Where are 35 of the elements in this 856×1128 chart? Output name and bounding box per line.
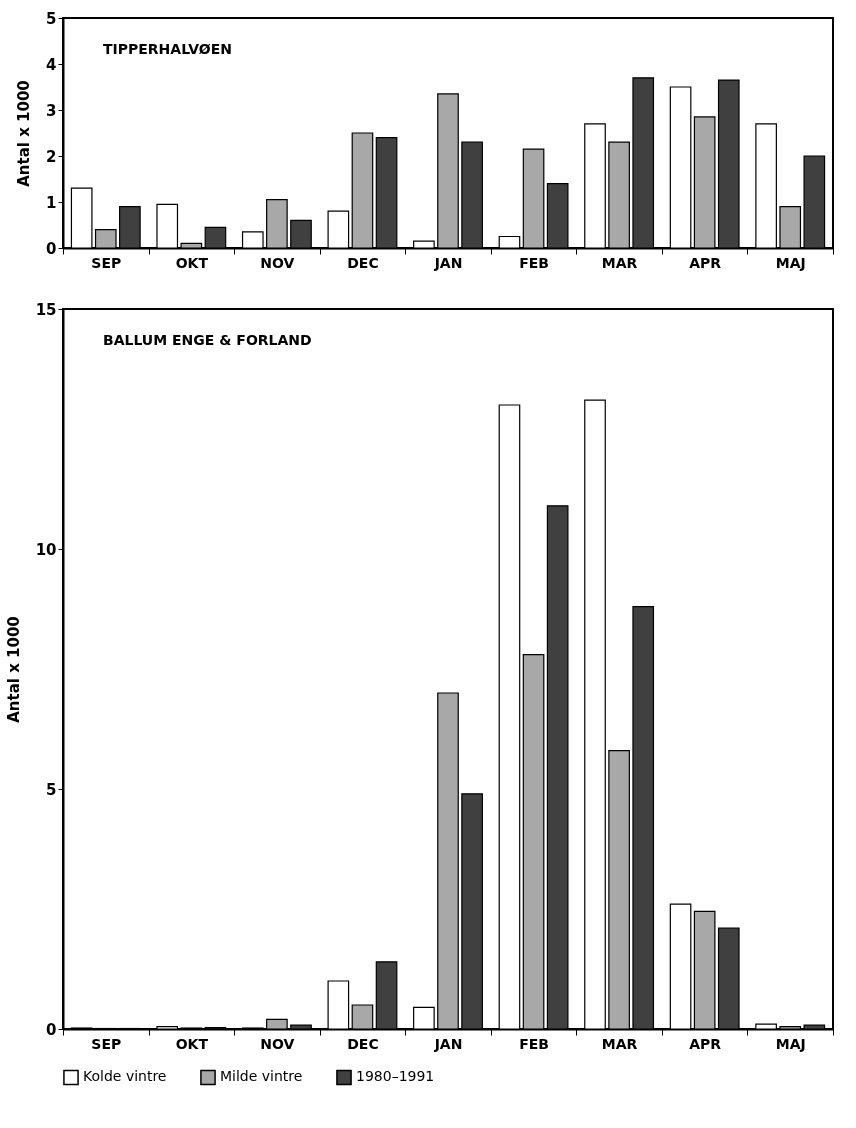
x-tick-label: OKT — [175, 1035, 209, 1052]
y-tick-label: 0 — [46, 239, 57, 258]
x-tick-label: MAR — [601, 1035, 638, 1052]
y-axis-title: Antal x 1000 — [15, 80, 34, 187]
legend-label: Kolde vintre — [83, 1068, 167, 1085]
x-tick-label: FEB — [519, 1035, 549, 1052]
x-tick-label: MAJ — [775, 1035, 806, 1052]
text: TIPPERHALVØEN — [103, 41, 232, 57]
x-tick-label: DEC — [347, 1035, 379, 1052]
x-tick-label: JAN — [433, 1035, 463, 1052]
x-tick-label: SEP — [91, 254, 122, 271]
y-tick-label: 5 — [46, 9, 57, 28]
y-axis-title: Antal x 1000 — [4, 616, 23, 723]
x-tick-label: SEP — [91, 1035, 122, 1052]
y-tick-label: 1 — [46, 193, 57, 212]
legend-label: 1980–1991 — [356, 1068, 435, 1085]
y-tick-label: 3 — [46, 101, 57, 120]
x-tick-label: NOV — [260, 1035, 295, 1052]
y-tick-label: 5 — [46, 780, 57, 799]
x-tick-label: OKT — [175, 254, 209, 271]
y-tick-label: 4 — [46, 55, 57, 74]
text: BALLUM ENGE & FORLAND — [103, 332, 312, 348]
x-tick-label: FEB — [519, 254, 549, 271]
x-tick-label: MAR — [601, 254, 638, 271]
y-tick-label: 0 — [46, 1020, 57, 1039]
x-tick-label: MAJ — [775, 254, 806, 271]
x-tick-label: NOV — [260, 254, 295, 271]
y-tick-label: 2 — [46, 147, 57, 166]
x-tick-label: APR — [689, 254, 722, 271]
x-tick-label: DEC — [347, 254, 379, 271]
x-tick-label: APR — [689, 1035, 722, 1052]
y-tick-label: 15 — [35, 300, 57, 319]
legend-label: Milde vintre — [220, 1068, 303, 1085]
y-tick-label: 10 — [35, 540, 57, 559]
x-tick-label: JAN — [433, 254, 463, 271]
